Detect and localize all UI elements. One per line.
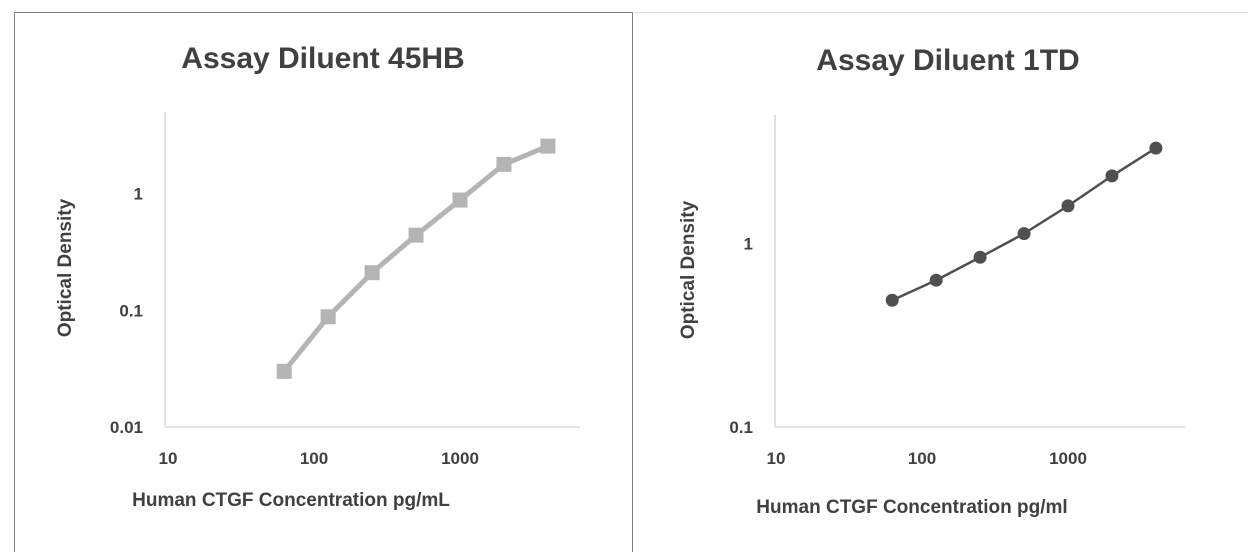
y-tick-label: 0.1 [729, 418, 753, 437]
chart-title: Assay Diluent 45HB [181, 42, 464, 75]
data-point [320, 309, 336, 325]
data-point [364, 265, 380, 281]
data-point [1149, 141, 1163, 155]
y-axis-label: Optical Density [55, 198, 76, 337]
chart-assay-diluent-1td: Assay Diluent 1TD Optical Density Human … [678, 44, 1185, 518]
right-panel-divider [635, 12, 1248, 13]
x-axis-label: Human CTGF Concentration pg/ml [756, 497, 1067, 518]
y-tick-label: 1 [134, 185, 143, 204]
series-line [282, 143, 549, 373]
x-tick-label: 1000 [1049, 449, 1087, 468]
data-point [408, 227, 424, 243]
data-point [1017, 227, 1031, 241]
data-point [276, 363, 292, 379]
x-tick-label: 10 [159, 449, 178, 468]
data-point [885, 293, 899, 307]
data-point [929, 273, 943, 287]
y-tick-label: 0.1 [119, 301, 143, 320]
x-tick-label: 100 [908, 449, 936, 468]
x-tick-label: 1000 [441, 449, 479, 468]
y-tick-label: 1 [744, 234, 753, 253]
left-panel-frame [14, 12, 633, 552]
chart-assay-diluent-45hb: Assay Diluent 45HB Optical Density Human… [55, 42, 580, 511]
x-tick-label: 10 [767, 449, 786, 468]
x-axis-label: Human CTGF Concentration pg/mL [132, 490, 450, 511]
data-point [973, 250, 987, 264]
data-point [452, 192, 468, 208]
x-tick-label: 100 [300, 449, 328, 468]
data-point [540, 138, 556, 154]
y-tick-label: 0.01 [110, 418, 143, 437]
chart-title: Assay Diluent 1TD [816, 44, 1079, 77]
data-point [496, 156, 512, 172]
y-axis-label: Optical Density [678, 200, 699, 339]
data-point [1105, 169, 1119, 183]
data-point [1061, 199, 1075, 213]
